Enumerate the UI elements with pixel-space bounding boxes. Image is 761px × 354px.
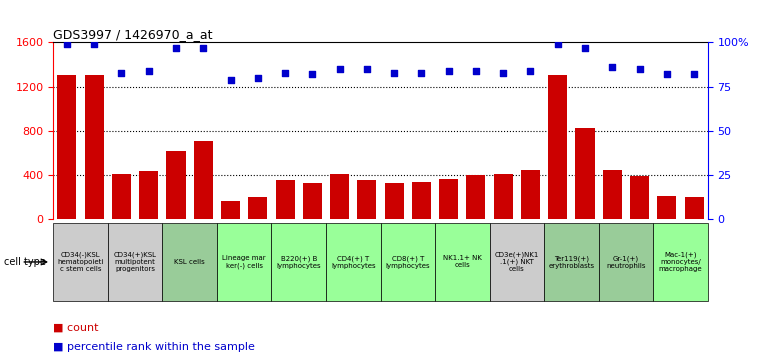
Text: Gr-1(+)
neutrophils: Gr-1(+) neutrophils	[607, 255, 645, 269]
Text: CD3e(+)NK1
.1(+) NKT
cells: CD3e(+)NK1 .1(+) NKT cells	[495, 251, 539, 273]
Bar	[544, 223, 599, 301]
Point	[197, 45, 209, 51]
Bar	[658, 196, 677, 219]
Point	[497, 70, 509, 75]
Bar	[84, 75, 103, 219]
Bar	[248, 198, 267, 219]
Point	[607, 64, 619, 70]
Bar	[599, 223, 653, 301]
Text: KSL cells: KSL cells	[174, 259, 205, 265]
Text: Lineage mar
ker(-) cells: Lineage mar ker(-) cells	[222, 255, 266, 269]
Bar	[603, 170, 622, 219]
Point	[88, 41, 100, 47]
Bar	[489, 223, 544, 301]
Point	[579, 45, 591, 51]
Point	[552, 41, 564, 47]
Text: cell type: cell type	[4, 257, 46, 267]
Bar	[108, 223, 162, 301]
Bar	[112, 174, 131, 219]
Bar	[466, 175, 486, 219]
Text: CD34(+)KSL
multipotent
progenitors: CD34(+)KSL multipotent progenitors	[113, 252, 157, 272]
Bar	[548, 75, 567, 219]
Bar	[384, 183, 403, 219]
Point	[116, 70, 128, 75]
Bar	[272, 223, 326, 301]
Point	[306, 72, 318, 77]
Text: Ter119(+)
erythroblasts: Ter119(+) erythroblasts	[549, 255, 594, 269]
Bar	[630, 176, 649, 219]
Point	[361, 66, 373, 72]
Point	[170, 45, 182, 51]
Bar	[139, 171, 158, 219]
Bar	[380, 223, 435, 301]
Point	[443, 68, 455, 74]
Bar	[521, 170, 540, 219]
Point	[333, 66, 345, 72]
Text: CD4(+) T
lymphocytes: CD4(+) T lymphocytes	[331, 255, 375, 269]
Point	[470, 68, 482, 74]
Bar	[326, 223, 380, 301]
Text: NK1.1+ NK
cells: NK1.1+ NK cells	[443, 256, 482, 268]
Text: GDS3997 / 1426970_a_at: GDS3997 / 1426970_a_at	[53, 28, 213, 41]
Text: B220(+) B
lymphocytes: B220(+) B lymphocytes	[276, 255, 321, 269]
Bar	[53, 223, 108, 301]
Bar	[575, 128, 594, 219]
Point	[279, 70, 291, 75]
Bar	[412, 182, 431, 219]
Point	[142, 68, 154, 74]
Text: ■ percentile rank within the sample: ■ percentile rank within the sample	[53, 342, 255, 352]
Text: CD8(+) T
lymphocytes: CD8(+) T lymphocytes	[386, 255, 430, 269]
Text: CD34(-)KSL
hematopoieti
c stem cells: CD34(-)KSL hematopoieti c stem cells	[57, 252, 103, 272]
Point	[252, 75, 264, 81]
Point	[416, 70, 428, 75]
Point	[61, 41, 73, 47]
Text: ■ count: ■ count	[53, 322, 99, 332]
Bar	[57, 75, 76, 219]
Bar	[167, 151, 186, 219]
Point	[633, 66, 645, 72]
Point	[224, 77, 237, 82]
Point	[661, 72, 673, 77]
Point	[388, 70, 400, 75]
Text: Mac-1(+)
monocytes/
macrophage: Mac-1(+) monocytes/ macrophage	[659, 252, 702, 272]
Bar	[685, 198, 704, 219]
Point	[524, 68, 537, 74]
Bar	[330, 174, 349, 219]
Bar	[435, 223, 489, 301]
Bar	[303, 183, 322, 219]
Bar	[439, 178, 458, 219]
Bar	[221, 201, 240, 219]
Bar	[162, 223, 217, 301]
Bar	[653, 223, 708, 301]
Bar	[194, 141, 213, 219]
Bar	[217, 223, 272, 301]
Bar	[494, 174, 513, 219]
Point	[688, 72, 700, 77]
Bar	[358, 180, 377, 219]
Bar	[275, 180, 295, 219]
